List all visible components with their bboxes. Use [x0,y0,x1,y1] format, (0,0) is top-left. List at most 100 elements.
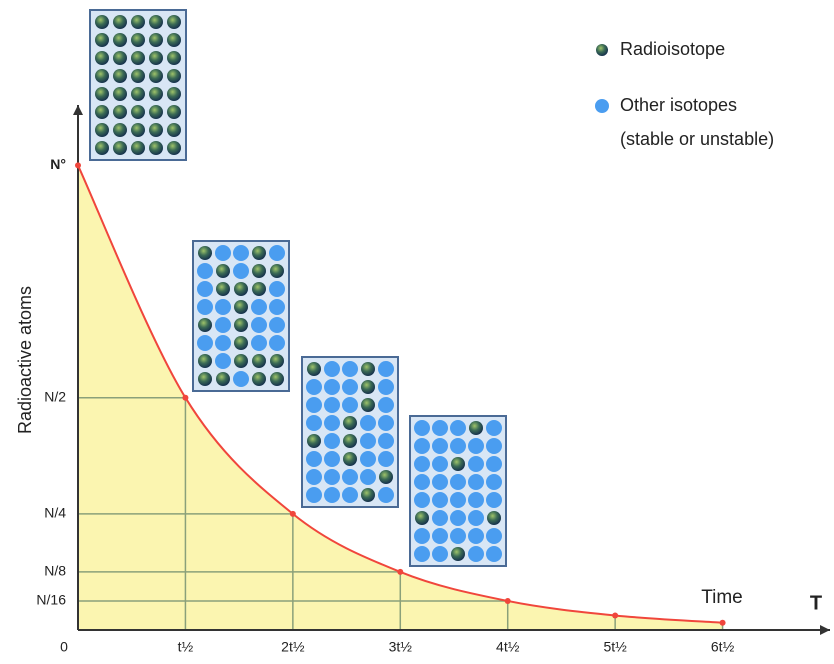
atom [306,415,322,431]
atom [167,105,181,119]
atom [215,317,231,333]
atom [198,354,212,368]
atom [324,433,340,449]
x-tick-label: 3t½ [389,639,413,655]
atom [324,397,340,413]
atom [378,361,394,377]
chart: Radioactive atoms Time T Radioisotope Ot… [0,0,834,664]
atom [149,105,163,119]
atom [131,141,145,155]
atom [270,264,284,278]
atom [131,51,145,65]
atom [215,245,231,261]
atom [486,546,502,562]
atom [234,318,248,332]
atom [234,354,248,368]
atom [234,336,248,350]
atom [113,123,127,137]
atom [95,141,109,155]
point [397,569,403,575]
y-axis-label: Radioactive atoms [15,286,35,434]
atom [113,105,127,119]
atom [360,415,376,431]
atom [252,264,266,278]
atom [468,474,484,490]
atom [432,474,448,490]
atom [113,15,127,29]
legend: Radioisotope Other isotopes (stable or u… [595,39,774,149]
atom [252,354,266,368]
atom [451,457,465,471]
atom [342,361,358,377]
atom [379,470,393,484]
point [612,612,618,618]
legend-swatch [595,99,609,113]
atom [197,281,213,297]
y-tick-label: N/16 [36,592,66,608]
atom [450,510,466,526]
atom [131,105,145,119]
legend-label: Radioisotope [620,39,725,59]
atom [198,372,212,386]
atom [432,546,448,562]
point [290,511,296,517]
atom [233,263,249,279]
atom [486,528,502,544]
atom [378,397,394,413]
atom [167,123,181,137]
atom [149,141,163,155]
atom [414,528,430,544]
atom [113,33,127,47]
legend-swatch [596,44,608,56]
x-tick-label: t½ [178,639,194,655]
atom [324,379,340,395]
atom [450,420,466,436]
atom [269,281,285,297]
atom [306,397,322,413]
atom [307,362,321,376]
atom [342,487,358,503]
atom [432,456,448,472]
atom [269,245,285,261]
atom [95,51,109,65]
atom [361,380,375,394]
y-tick-label: N/2 [44,388,66,404]
atom [378,487,394,503]
atom [324,487,340,503]
atom [252,246,266,260]
y-tick-label: N° [50,156,66,172]
atom [113,87,127,101]
atom [361,488,375,502]
atom [306,469,322,485]
atom [324,469,340,485]
atom [149,15,163,29]
atom [270,372,284,386]
legend-label: (stable or unstable) [620,129,774,149]
axis-arrow [820,625,830,635]
atom [486,438,502,454]
point [182,395,188,401]
atom [215,335,231,351]
x-tick-label: 6t½ [711,639,735,655]
atom-box [90,10,186,160]
atom [342,469,358,485]
atom [233,371,249,387]
atom [307,434,321,448]
atom [342,397,358,413]
atom-box [302,357,398,507]
atom [167,141,181,155]
atom [113,51,127,65]
atom [131,15,145,29]
atom [270,354,284,368]
y-tick-label: N/8 [44,563,66,579]
atom [450,474,466,490]
atom [252,372,266,386]
atom [468,438,484,454]
axis-arrow [73,105,83,115]
x-tick-label: 4t½ [496,639,520,655]
atom [269,299,285,315]
atom [269,317,285,333]
atom [486,456,502,472]
atom [167,87,181,101]
atom [378,415,394,431]
